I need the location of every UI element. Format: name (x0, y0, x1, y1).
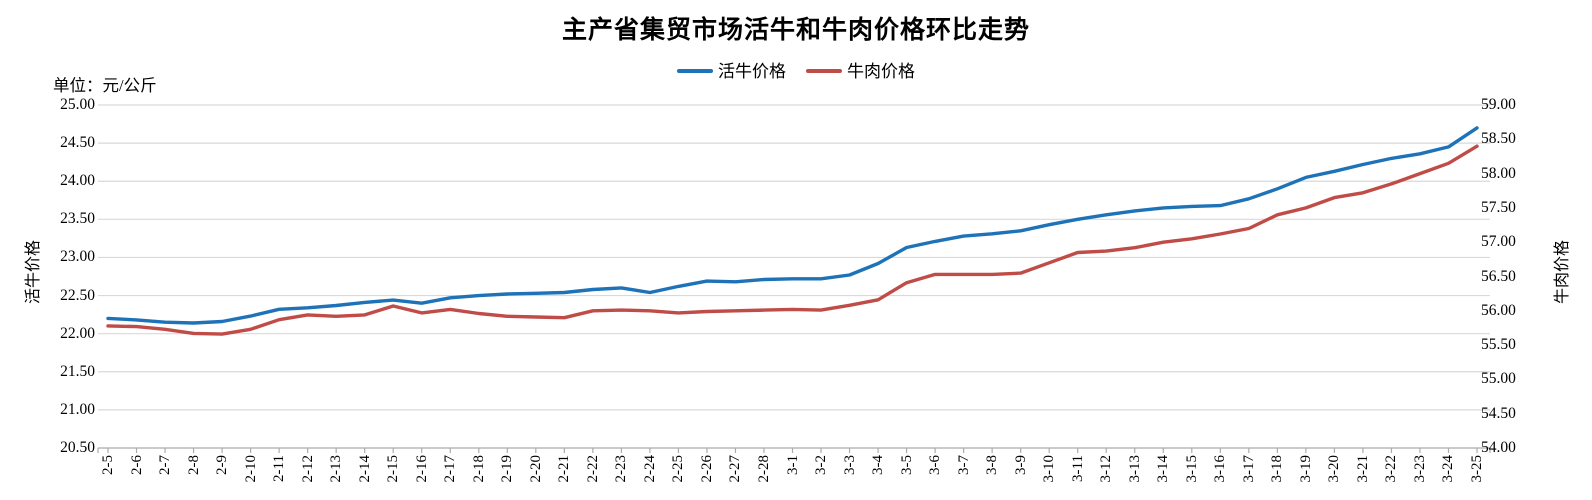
x-axis-label: 3-23 (1411, 455, 1428, 483)
x-axis-label: 3-14 (1155, 455, 1172, 483)
y-right-label: 54.50 (1481, 404, 1516, 422)
y-left-label: 22.50 (60, 286, 95, 304)
x-axis-label: 2-21 (556, 455, 573, 483)
x-axis-label: 3-11 (1069, 455, 1086, 482)
x-axis-label: 3-17 (1240, 455, 1257, 483)
series-line-live-cattle (106, 126, 1479, 325)
y-left-label: 21.00 (60, 400, 95, 418)
x-axis-label: 2-28 (755, 455, 772, 483)
series-line-beef (106, 144, 1479, 336)
y-left-label: 23.00 (60, 248, 95, 266)
legend-label-beef: 牛肉价格 (847, 61, 915, 81)
x-axis-label: 2-18 (470, 455, 487, 483)
y-right-label: 55.00 (1481, 370, 1516, 388)
y-left-label: 24.00 (60, 172, 95, 190)
y-left-label: 25.00 (60, 96, 95, 113)
live-cattle-line-swatch-icon (677, 68, 713, 74)
x-axis-label: 3-22 (1383, 455, 1400, 483)
x-axis-label: 3-10 (1041, 455, 1058, 483)
x-axis-label: 2-12 (299, 455, 316, 483)
y-left-label: 24.50 (60, 134, 95, 152)
x-axis-label: 2-8 (185, 455, 202, 475)
x-axis-label: 2-26 (698, 455, 715, 483)
x-axis-label: 3-6 (927, 455, 944, 475)
y-right-label: 58.50 (1481, 130, 1516, 148)
x-axis-label: 3-16 (1212, 455, 1229, 483)
x-axis-label: 3-19 (1297, 455, 1314, 483)
y-right-label: 58.00 (1481, 164, 1516, 182)
legend-label-live-cattle: 活牛价格 (718, 61, 786, 81)
x-axis-label: 2-5 (100, 455, 116, 475)
y-left-label: 22.00 (60, 324, 95, 342)
x-axis-label: 3-20 (1326, 455, 1343, 483)
x-axis-label: 3-9 (1012, 455, 1029, 475)
y-left-label: 21.50 (60, 362, 95, 380)
x-axis-label: 2-13 (328, 455, 345, 483)
y-right-label: 57.50 (1481, 198, 1516, 216)
x-axis-label: 3-18 (1269, 455, 1286, 483)
beef-line-swatch-icon (806, 68, 842, 74)
x-axis-label: 2-25 (670, 455, 687, 483)
y-right-label: 59.00 (1481, 96, 1516, 113)
x-axis-label: 2-27 (727, 455, 744, 483)
x-axis-label: 2-17 (442, 455, 459, 483)
y-left-label: 23.50 (60, 210, 95, 228)
x-axis-label: 2-20 (527, 455, 544, 483)
x-axis-label: 2-10 (242, 455, 259, 483)
y-right-label: 57.00 (1481, 233, 1516, 251)
x-axis-label: 2-9 (214, 455, 231, 475)
x-axis-label: 2-24 (641, 455, 658, 483)
legend-item-beef: 牛肉价格 (806, 59, 915, 83)
chart-title: 主产省集贸市场活牛和牛肉价格环比走势 (561, 17, 1030, 44)
x-axis-label: 2-22 (584, 455, 601, 483)
y-right-label: 54.00 (1481, 439, 1516, 456)
x-axis-label: 3-21 (1354, 455, 1371, 483)
x-axis-label: 3-24 (1440, 455, 1457, 483)
x-axis-label: 2-14 (356, 455, 373, 483)
y-left-label: 20.50 (60, 439, 95, 456)
x-axis-label: 2-16 (413, 455, 430, 483)
x-axis-label: 3-2 (813, 455, 830, 475)
x-axis-label: 3-8 (984, 455, 1001, 475)
y-right-label: 56.50 (1481, 267, 1516, 285)
x-axis-label: 3-13 (1126, 455, 1143, 483)
x-axis-label: 3-25 (1469, 455, 1485, 483)
x-axis-label: 3-1 (784, 455, 801, 475)
y-right-label: 55.50 (1481, 336, 1516, 354)
x-axis-label: 2-6 (128, 455, 145, 475)
x-axis-label: 2-23 (613, 455, 630, 483)
unit-label: 单位：元/公斤 (53, 76, 157, 95)
x-axis-label: 3-5 (898, 455, 915, 475)
x-axis-label: 2-15 (385, 455, 402, 483)
legend: 活牛价格 牛肉价格 (0, 59, 1592, 83)
x-axis-label: 2-7 (157, 455, 174, 475)
x-axis-label: 3-4 (870, 455, 887, 475)
y-right-label: 56.00 (1481, 301, 1516, 319)
x-axis-label: 2-11 (271, 455, 288, 482)
x-axis-label: 3-12 (1098, 455, 1115, 483)
x-axis-label: 3-3 (841, 455, 858, 475)
legend-item-live-cattle: 活牛价格 (677, 59, 786, 83)
x-axis-label: 3-15 (1183, 455, 1200, 483)
x-axis-label: 2-19 (499, 455, 516, 483)
x-axis-label: 3-7 (955, 455, 972, 475)
